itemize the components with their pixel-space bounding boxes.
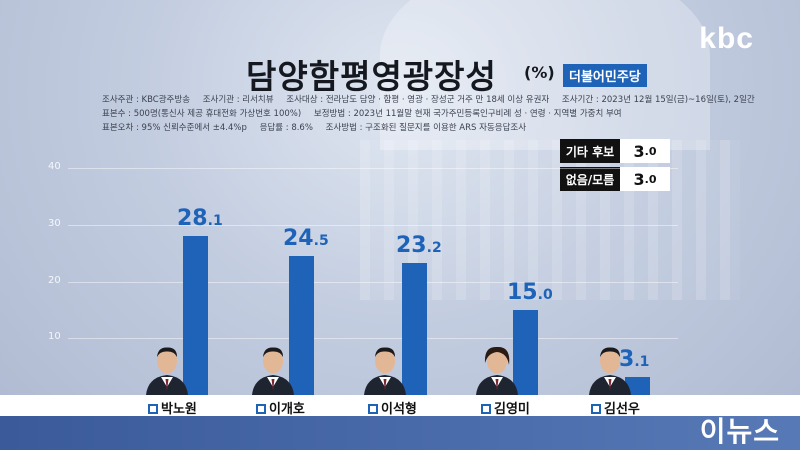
candidate-portrait-icon (146, 347, 188, 395)
candidate-name-text: 이석형 (381, 402, 417, 417)
candidate-portrait-icon (364, 347, 406, 395)
bar-1 (183, 235, 208, 395)
bar-value-label: 3.1 (619, 347, 650, 373)
candidate-name-text: 김선우 (604, 402, 640, 417)
meta-item: 표본오차 : 95% 신뢰수준에서 ±4.4%p (102, 123, 247, 133)
bar-3 (402, 263, 427, 395)
candidate-name-text: 이개호 (269, 402, 305, 417)
bar-value-label: 15.0 (507, 279, 553, 305)
bar-2 (289, 255, 314, 395)
meta-item: 조사주관 : KBC광주방송 (102, 95, 191, 105)
meta-item: 조사기관 : 리서치뷰 (202, 95, 274, 105)
gridline (68, 168, 678, 169)
bar-value-label: 23.2 (396, 233, 442, 259)
gridline (68, 224, 678, 226)
name-marker-icon (148, 404, 158, 414)
gridline (68, 338, 678, 340)
bar-5 (625, 377, 650, 395)
bar-value-label: 24.5 (283, 225, 329, 251)
meta-item: 조사방법 : 구조화된 질문지를 이용한 ARS 자동응답조사 (325, 123, 527, 133)
y-tick-label: 40 (48, 161, 61, 172)
survey-meta-line-3: 표본오차 : 95% 신뢰수준에서 ±4.4%p 응답률 : 8.6% 조사방법… (102, 121, 536, 133)
bottom-band (0, 416, 800, 450)
survey-meta-line-1: 조사주관 : KBC광주방송 조사기관 : 리서치뷰 조사대상 : 전라남도 담… (102, 93, 765, 105)
candidate-portrait-icon (589, 347, 631, 395)
chart-unit: (%) (524, 63, 555, 82)
chart-title: 담양함평영광장성 (246, 57, 497, 96)
undecided-box: 없음/모름 3.0 (560, 167, 670, 191)
other-value: 3.0 (620, 139, 670, 163)
meta-item: 조사기간 : 2023년 12월 15일(금)~16일(토), 2일간 (561, 95, 755, 105)
candidate-name-text: 김영미 (494, 402, 530, 417)
meta-item: 표본수 : 500명(통신사 제공 휴대전화 가상번호 100%) (102, 109, 302, 119)
candidate-name: 박노원 (148, 398, 197, 417)
name-marker-icon (256, 404, 266, 414)
assembly-dome-backdrop (380, 0, 710, 150)
meta-item: 보정방법 : 2023년 11월말 현재 국가주민등록인구비례 성 · 연령 ·… (313, 109, 622, 119)
watermark-logo: 이뉴스 (699, 415, 780, 448)
candidate-name: 김영미 (481, 398, 530, 417)
bar-4 (513, 309, 538, 395)
bar-value-label: 28.1 (177, 205, 223, 231)
party-badge: 더불어민주당 (563, 64, 647, 87)
name-marker-icon (368, 404, 378, 414)
undecided-label: 없음/모름 (560, 167, 620, 191)
other-label: 기타 후보 (560, 139, 620, 163)
meta-item: 응답률 : 8.6% (259, 123, 313, 133)
candidate-name: 이석형 (368, 398, 417, 417)
y-tick-label: 10 (48, 331, 61, 343)
candidate-name: 김선우 (591, 398, 640, 417)
y-tick-label: 30 (48, 217, 61, 229)
y-tick-label: 20 (48, 274, 61, 286)
name-marker-icon (481, 404, 491, 414)
name-marker-icon (591, 404, 601, 414)
gridline (68, 281, 678, 283)
candidate-portrait-icon (252, 347, 294, 395)
meta-item: 조사대상 : 전라남도 담양 · 함평 · 영광 · 장성군 거주 만 18세 … (286, 95, 550, 105)
broadcaster-logo: kbc (699, 22, 754, 55)
undecided-value: 3.0 (620, 167, 670, 191)
other-candidates-box: 기타 후보 3.0 (560, 139, 670, 163)
candidate-name: 이개호 (256, 398, 305, 417)
candidate-portrait-icon (476, 346, 518, 395)
survey-meta-line-2: 표본수 : 500명(통신사 제공 휴대전화 가상번호 100%) 보정방법 :… (102, 107, 632, 119)
candidate-name-text: 박노원 (161, 402, 197, 417)
